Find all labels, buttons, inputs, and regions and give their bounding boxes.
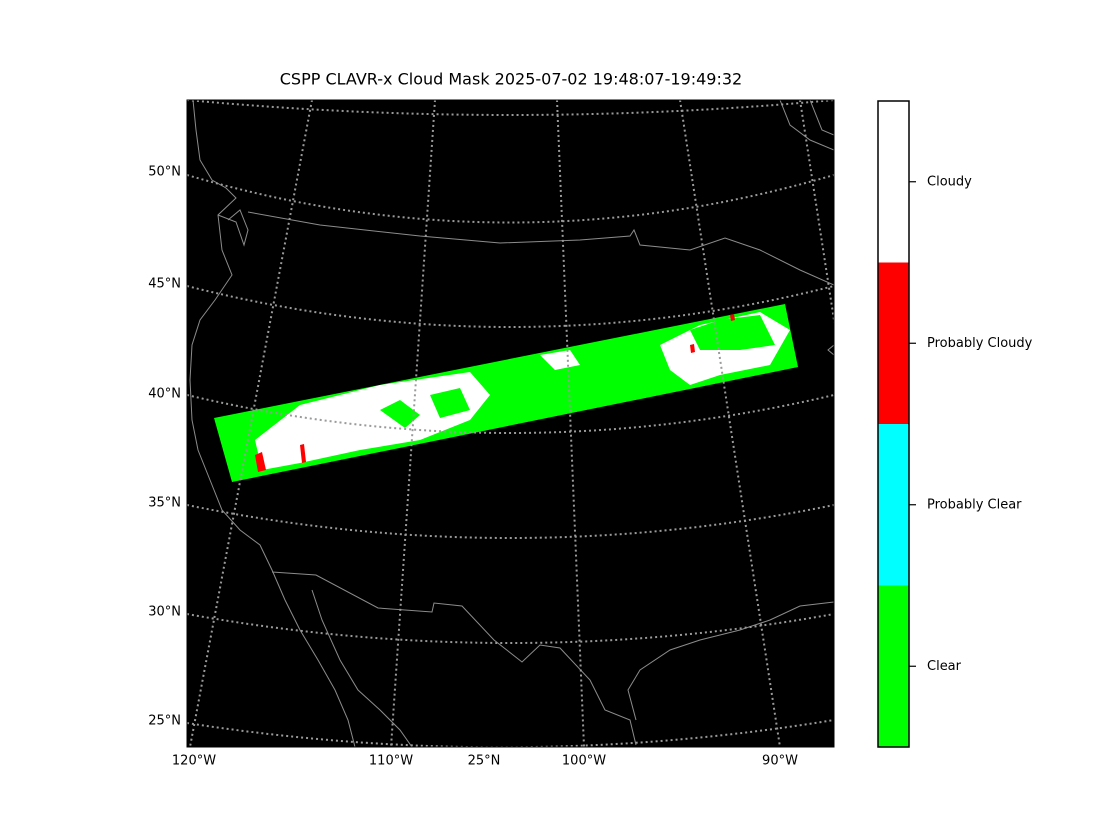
colorbar-segment bbox=[878, 262, 909, 424]
lon-label: 25°N bbox=[468, 754, 501, 769]
colorbar-label: Clear bbox=[927, 659, 962, 674]
colorbar-segment bbox=[878, 585, 909, 747]
colorbar-segment bbox=[878, 101, 909, 263]
lon-label: 100°W bbox=[562, 754, 606, 769]
colorbar-label: Probably Cloudy bbox=[927, 336, 1033, 351]
lat-label: 45°N bbox=[148, 277, 181, 292]
lon-label: 90°W bbox=[762, 754, 798, 769]
lat-label: 40°N bbox=[148, 387, 181, 402]
colorbar-label: Cloudy bbox=[927, 174, 972, 189]
lat-label: 50°N bbox=[148, 165, 181, 180]
lat-label: 25°N bbox=[148, 714, 181, 729]
lat-label: 30°N bbox=[148, 605, 181, 620]
labels: 50°N 45°N 40°N 35°N 30°N 25°N 120°W 110°W 25°N 10… bbox=[148, 165, 798, 769]
cloud-mask-swath bbox=[214, 304, 798, 482]
coastlines bbox=[189, 100, 834, 747]
lon-label: 120°W bbox=[172, 754, 216, 769]
colorbar: Cloudy Probably Cloudy Probably Clear Clear bbox=[877, 100, 1033, 748]
colorbar-label: Probably Clear bbox=[927, 497, 1022, 512]
lon-label: 110°W bbox=[369, 754, 413, 769]
map-layers bbox=[187, 100, 834, 747]
title: CSPP CLAVR-x Cloud Mask 2025-07-02 19:48… bbox=[280, 70, 742, 89]
colorbar-frame bbox=[877, 100, 910, 748]
map-frame bbox=[186, 99, 835, 748]
colorbar-segment bbox=[878, 424, 909, 586]
lat-label: 35°N bbox=[148, 496, 181, 511]
graticule bbox=[187, 100, 834, 747]
